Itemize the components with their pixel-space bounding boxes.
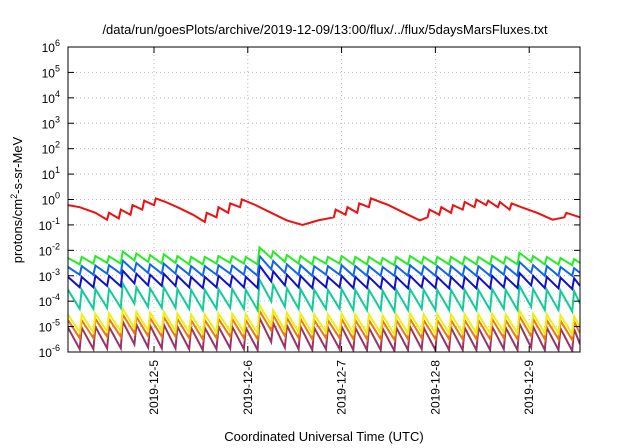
y-tick-label: 103 bbox=[42, 114, 60, 131]
y-tick-base: 10 bbox=[42, 194, 56, 208]
x-tick-label: 2019-12-5 bbox=[147, 360, 161, 415]
x-ticks: 2019-12-5 2019-12-6 2019-12-7 2019-12-8 2019… bbox=[147, 47, 536, 415]
y-tick-base: 10 bbox=[42, 66, 56, 80]
y-axis-label-pre: protons/cm bbox=[10, 199, 25, 263]
chart-title: /data/run/goesPlots/archive/2019-12-09/1… bbox=[102, 22, 548, 37]
y-tick-exponent: -3 bbox=[52, 267, 60, 277]
y-tick-base: 10 bbox=[42, 92, 56, 106]
series-line-3 bbox=[68, 253, 580, 278]
y-tick-base: 10 bbox=[42, 41, 56, 55]
y-tick-label: 100 bbox=[42, 191, 60, 208]
series-line-6 bbox=[68, 301, 580, 338]
series-line-1 bbox=[68, 197, 580, 226]
y-tick-base: 10 bbox=[39, 219, 53, 233]
series-group bbox=[68, 197, 580, 352]
y-tick-base: 10 bbox=[42, 168, 56, 182]
x-tick-label: 2019-12-6 bbox=[241, 360, 255, 415]
y-tick-label: 10-4 bbox=[39, 292, 60, 309]
series-line-4 bbox=[68, 262, 580, 292]
y-tick-label: 104 bbox=[42, 89, 60, 106]
y-tick-base: 10 bbox=[42, 117, 56, 131]
y-tick-base: 10 bbox=[42, 143, 56, 157]
y-tick-exponent: -1 bbox=[52, 216, 60, 226]
y-tick-exponent: 2 bbox=[55, 140, 60, 150]
x-tick-label: 2019-12-9 bbox=[522, 360, 536, 415]
y-tick-label: 106 bbox=[42, 38, 60, 55]
y-tick-label: 105 bbox=[42, 63, 60, 80]
y-tick-label: 10-6 bbox=[39, 343, 60, 360]
y-tick-label: 101 bbox=[42, 165, 60, 182]
x-axis-label: Coordinated Universal Time (UTC) bbox=[224, 429, 423, 444]
y-tick-label: 10-5 bbox=[39, 318, 60, 335]
y-tick-exponent: -5 bbox=[52, 318, 60, 328]
y-axis-label: protons/cm2-s-sr-MeV bbox=[9, 136, 25, 263]
y-tick-exponent: 1 bbox=[55, 165, 60, 175]
y-tick-label: 10-2 bbox=[39, 241, 60, 258]
y-tick-label: 10-1 bbox=[39, 216, 60, 233]
x-tick-label: 2019-12-8 bbox=[428, 360, 442, 415]
y-tick-exponent: 0 bbox=[55, 191, 60, 201]
y-tick-base: 10 bbox=[39, 270, 53, 284]
y-tick-label: 102 bbox=[42, 140, 60, 157]
y-tick-exponent: -6 bbox=[52, 343, 60, 353]
y-tick-exponent: -4 bbox=[52, 292, 60, 302]
y-tick-exponent: -2 bbox=[52, 241, 60, 251]
y-tick-exponent: 4 bbox=[55, 89, 60, 99]
grid bbox=[68, 47, 580, 352]
y-tick-base: 10 bbox=[39, 295, 53, 309]
y-tick-exponent: 6 bbox=[55, 38, 60, 48]
y-axis-label-post: -s-sr-MeV bbox=[10, 136, 25, 193]
series-line-5 bbox=[68, 276, 580, 315]
x-tick-label: 2019-12-7 bbox=[335, 360, 349, 415]
y-ticks: 10-610-510-410-310-210-11001011021031041… bbox=[39, 38, 580, 360]
y-tick-base: 10 bbox=[39, 346, 53, 360]
y-axis-label-sup: 2 bbox=[9, 194, 19, 199]
y-tick-label: 10-3 bbox=[39, 267, 60, 284]
y-tick-base: 10 bbox=[39, 244, 53, 258]
series-line-2 bbox=[68, 245, 580, 267]
y-tick-exponent: 3 bbox=[55, 114, 60, 124]
y-tick-exponent: 5 bbox=[55, 63, 60, 73]
y-tick-base: 10 bbox=[39, 321, 53, 335]
